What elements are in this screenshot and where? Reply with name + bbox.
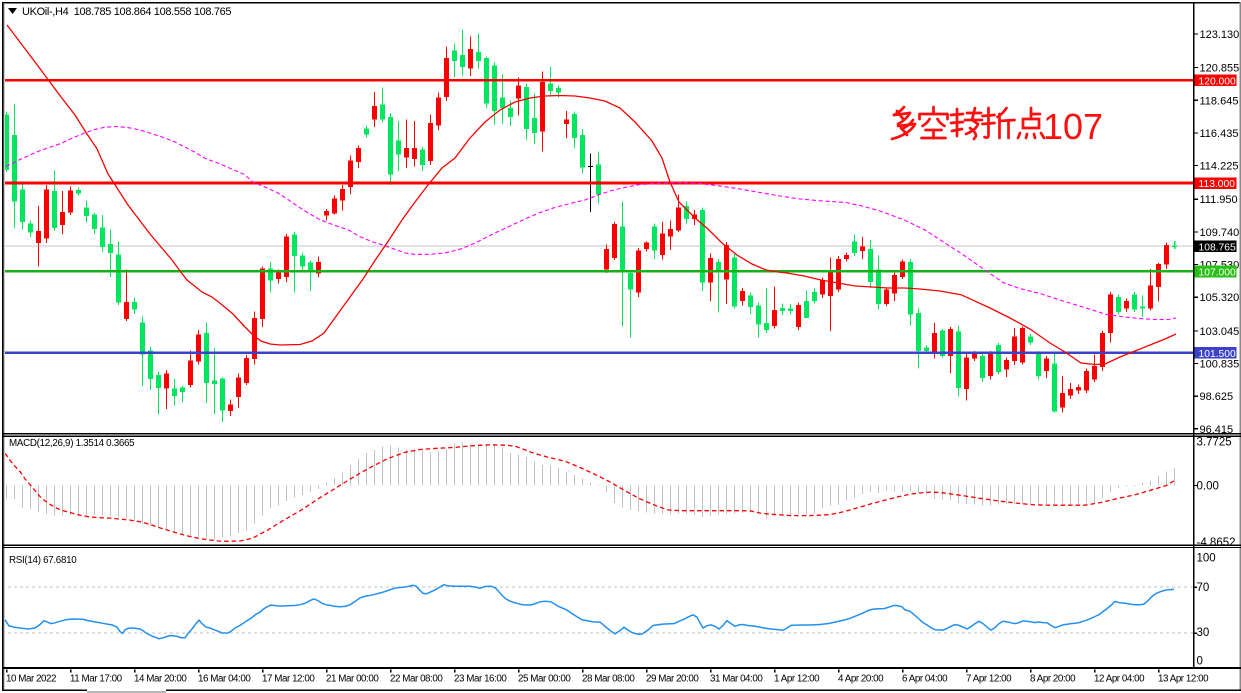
svg-text:109.740: 109.740 <box>1200 227 1240 239</box>
svg-text:114.225: 114.225 <box>1200 161 1239 173</box>
svg-text:98.625: 98.625 <box>1200 391 1234 403</box>
svg-text:UKOil-,H4 108.785 108.864 108: UKOil-,H4 108.785 108.864 108.558 108.76… <box>22 6 231 18</box>
svg-text:RSI(14) 67.6810: RSI(14) 67.6810 <box>9 555 77 566</box>
svg-text:105.320: 105.320 <box>1200 292 1240 304</box>
svg-text:10 Mar 2022: 10 Mar 2022 <box>6 674 56 685</box>
svg-text:101.500: 101.500 <box>1199 349 1236 360</box>
svg-text:11 Mar 17:00: 11 Mar 17:00 <box>70 674 123 685</box>
svg-text:23 Mar 16:00: 23 Mar 16:00 <box>454 674 507 685</box>
svg-text:100: 100 <box>1197 553 1216 565</box>
svg-text:29 Mar 20:00: 29 Mar 20:00 <box>646 674 699 685</box>
svg-text:113.000: 113.000 <box>1199 179 1236 190</box>
svg-text:1 Apr 12:00: 1 Apr 12:00 <box>774 674 820 685</box>
svg-text:22 Mar 08:00: 22 Mar 08:00 <box>390 674 443 685</box>
svg-text:12 Apr 04:00: 12 Apr 04:00 <box>1094 674 1145 685</box>
svg-text:0: 0 <box>1197 656 1203 668</box>
svg-text:17 Mar 12:00: 17 Mar 12:00 <box>262 674 315 685</box>
svg-text:8 Apr 20:00: 8 Apr 20:00 <box>1030 674 1076 685</box>
svg-text:-4.8652: -4.8652 <box>1197 537 1236 549</box>
svg-text:100.835: 100.835 <box>1200 359 1240 371</box>
svg-text:21 Mar 00:00: 21 Mar 00:00 <box>326 674 379 685</box>
svg-text:14 Mar 20:00: 14 Mar 20:00 <box>134 674 187 685</box>
svg-text:7 Apr 12:00: 7 Apr 12:00 <box>966 674 1012 685</box>
svg-text:70: 70 <box>1197 582 1210 594</box>
svg-text:111.950: 111.950 <box>1200 194 1238 206</box>
svg-text:108.765: 108.765 <box>1199 242 1236 253</box>
svg-text:120.855: 120.855 <box>1200 63 1240 75</box>
svg-text:30: 30 <box>1197 627 1210 639</box>
svg-text:6 Apr 04:00: 6 Apr 04:00 <box>902 674 948 685</box>
svg-text:28 Mar 08:00: 28 Mar 08:00 <box>582 674 635 685</box>
svg-text:25 Mar 00:00: 25 Mar 00:00 <box>518 674 571 685</box>
svg-text:107: 107 <box>1043 106 1103 147</box>
svg-text:0.00: 0.00 <box>1197 481 1219 493</box>
svg-text:123.130: 123.130 <box>1200 29 1240 41</box>
svg-text:96.415: 96.415 <box>1200 424 1234 436</box>
svg-text:4 Apr 20:00: 4 Apr 20:00 <box>838 674 884 685</box>
svg-text:118.645: 118.645 <box>1200 95 1239 107</box>
svg-text:116.435: 116.435 <box>1200 128 1239 140</box>
svg-text:120.000: 120.000 <box>1199 76 1236 87</box>
svg-text:13 Apr 12:00: 13 Apr 12:00 <box>1158 674 1209 685</box>
svg-text:103.045: 103.045 <box>1200 326 1240 338</box>
svg-text:107.000: 107.000 <box>1199 268 1236 279</box>
svg-text:16 Mar 04:00: 16 Mar 04:00 <box>198 674 251 685</box>
svg-text:MACD(12,26,9) 1.3514 0.3665: MACD(12,26,9) 1.3514 0.3665 <box>9 438 135 449</box>
svg-text:3.7725: 3.7725 <box>1197 437 1232 449</box>
svg-text:31 Mar 04:00: 31 Mar 04:00 <box>710 674 763 685</box>
